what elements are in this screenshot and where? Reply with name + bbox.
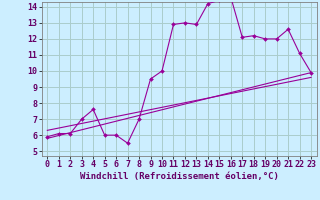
X-axis label: Windchill (Refroidissement éolien,°C): Windchill (Refroidissement éolien,°C) bbox=[80, 172, 279, 181]
